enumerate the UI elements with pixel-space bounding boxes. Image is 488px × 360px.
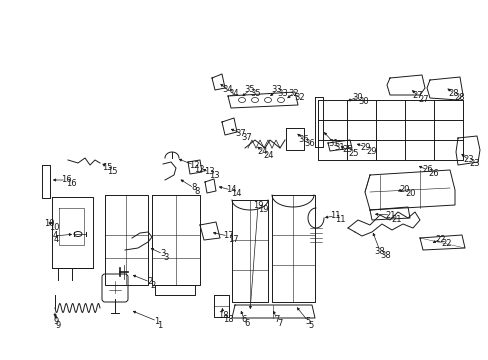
Text: 16: 16 [66,180,77,189]
Text: 32: 32 [288,89,299,98]
Text: 23: 23 [463,156,473,165]
Text: 21: 21 [390,215,401,224]
Text: 33: 33 [271,85,282,94]
Text: 1: 1 [154,316,159,325]
Text: 15: 15 [102,162,112,171]
Text: 3: 3 [160,249,165,258]
Text: 9: 9 [56,321,61,330]
Text: 6: 6 [244,319,249,328]
Text: 26: 26 [427,170,438,179]
Text: 11: 11 [334,216,345,225]
Text: 14: 14 [225,185,236,194]
Text: 37: 37 [235,129,246,138]
Text: 12: 12 [188,161,199,170]
Text: 22: 22 [440,238,450,248]
Text: 30: 30 [357,96,368,105]
Text: 32: 32 [293,93,304,102]
Text: 14: 14 [230,189,241,198]
Text: 37: 37 [241,132,251,141]
Text: 13: 13 [208,171,219,180]
Text: 9: 9 [53,318,59,327]
Text: 31: 31 [333,143,344,152]
Text: 38: 38 [374,247,385,256]
Text: 26: 26 [422,166,432,175]
Text: 12: 12 [194,165,204,174]
Text: 25: 25 [347,149,358,158]
Text: 23: 23 [468,159,479,168]
Text: 38: 38 [379,251,390,260]
Text: 18: 18 [217,310,228,320]
Text: 18: 18 [223,315,233,324]
Text: 2: 2 [147,278,152,287]
Text: 34: 34 [222,85,233,94]
Text: 19: 19 [252,202,263,211]
Text: 10: 10 [49,224,60,233]
Text: 3: 3 [163,253,168,262]
Text: 6: 6 [241,315,246,324]
Text: 27: 27 [412,91,423,100]
Text: 30: 30 [352,93,363,102]
Text: 5: 5 [307,320,313,329]
Text: 24: 24 [263,150,273,159]
Text: 36: 36 [304,139,314,148]
Text: 19: 19 [258,206,268,215]
Text: 17: 17 [222,231,233,240]
Text: 2: 2 [150,282,155,291]
Text: 4: 4 [54,234,59,243]
Text: 7: 7 [276,319,282,328]
Text: 29: 29 [360,143,370,152]
Text: 28: 28 [453,93,464,102]
Text: 35: 35 [249,90,260,99]
Text: 25: 25 [342,145,352,154]
Text: 10: 10 [43,220,54,229]
Text: 34: 34 [227,90,238,99]
Text: 13: 13 [203,167,214,176]
Text: 21: 21 [385,211,395,220]
Text: 15: 15 [107,166,117,175]
Text: 11: 11 [329,211,340,220]
Text: 1: 1 [157,320,162,329]
Text: 7: 7 [274,315,279,324]
Text: 22: 22 [435,234,446,243]
Text: 31: 31 [328,139,339,148]
Text: 8: 8 [194,188,199,197]
Text: 16: 16 [61,175,71,184]
Text: 27: 27 [417,95,428,104]
Text: 5: 5 [305,316,310,325]
Text: 35: 35 [244,85,255,94]
Text: 36: 36 [298,135,309,144]
Text: 24: 24 [257,147,268,156]
Text: 17: 17 [227,235,238,244]
Text: 4: 4 [52,231,58,240]
Text: 29: 29 [365,147,376,156]
Text: 8: 8 [191,184,196,193]
Text: 20: 20 [399,184,409,194]
Text: 33: 33 [276,90,287,99]
Text: 20: 20 [404,189,415,198]
Text: 28: 28 [448,89,458,98]
